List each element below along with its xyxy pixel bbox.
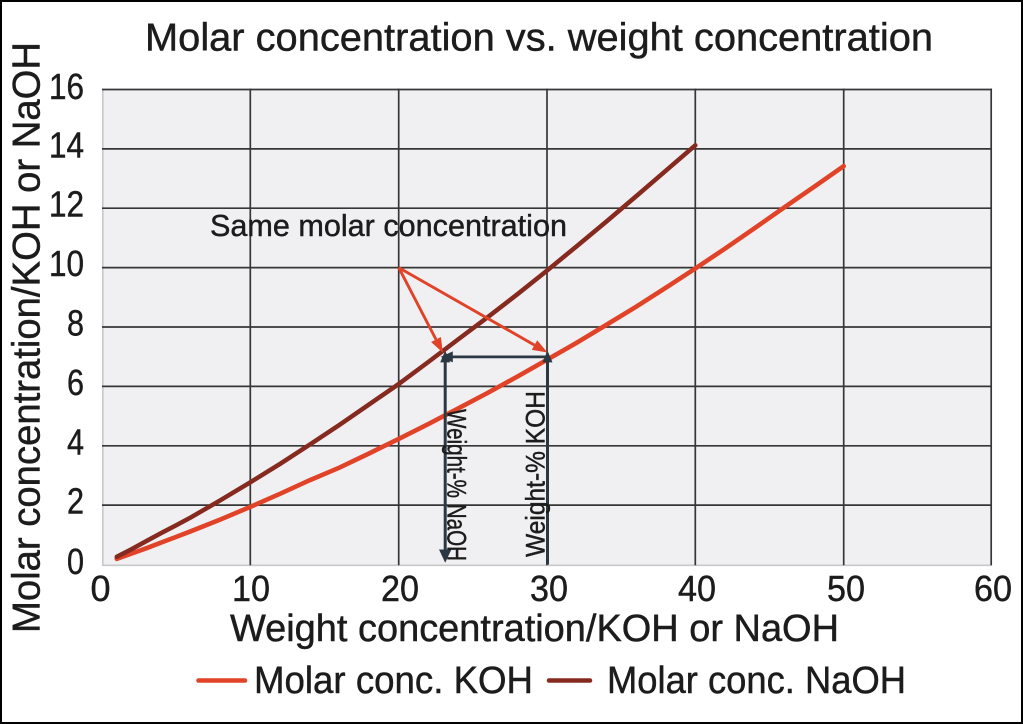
svg-text:50: 50	[827, 568, 865, 609]
svg-text:0: 0	[90, 568, 110, 609]
svg-text:40: 40	[678, 568, 716, 609]
svg-text:Molar concentration/KOH or NaO: Molar concentration/KOH or NaOH	[6, 42, 49, 633]
svg-text:Weight concentration/KOH or Na: Weight concentration/KOH or NaOH	[230, 608, 839, 650]
svg-text:Molar conc. NaOH: Molar conc. NaOH	[607, 660, 906, 702]
svg-text:14: 14	[49, 125, 84, 166]
svg-text:10: 10	[49, 243, 84, 284]
svg-text:12: 12	[49, 184, 84, 225]
svg-text:Weight-% NaOH: Weight-% NaOH	[442, 409, 472, 561]
svg-text:Molar concentration vs. weight: Molar concentration vs. weight concentra…	[145, 17, 933, 60]
svg-text:60: 60	[974, 568, 1012, 609]
svg-text:4: 4	[67, 421, 84, 462]
svg-text:2: 2	[67, 481, 84, 522]
svg-text:0: 0	[67, 541, 84, 582]
svg-text:8: 8	[67, 303, 84, 344]
svg-text:Molar conc. KOH: Molar conc. KOH	[254, 660, 533, 702]
svg-text:16: 16	[49, 66, 84, 107]
svg-text:20: 20	[381, 568, 419, 609]
svg-text:10: 10	[232, 568, 270, 609]
svg-text:Weight-% KOH: Weight-% KOH	[520, 391, 550, 557]
svg-text:30: 30	[530, 568, 568, 609]
svg-text:6: 6	[67, 362, 84, 403]
svg-text:Same molar concentration: Same molar concentration	[210, 208, 567, 243]
